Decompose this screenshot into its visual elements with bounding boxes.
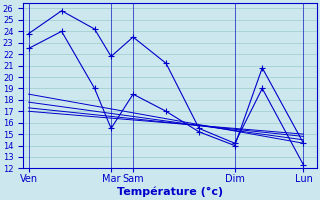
X-axis label: Température (°c): Température (°c)	[117, 187, 223, 197]
